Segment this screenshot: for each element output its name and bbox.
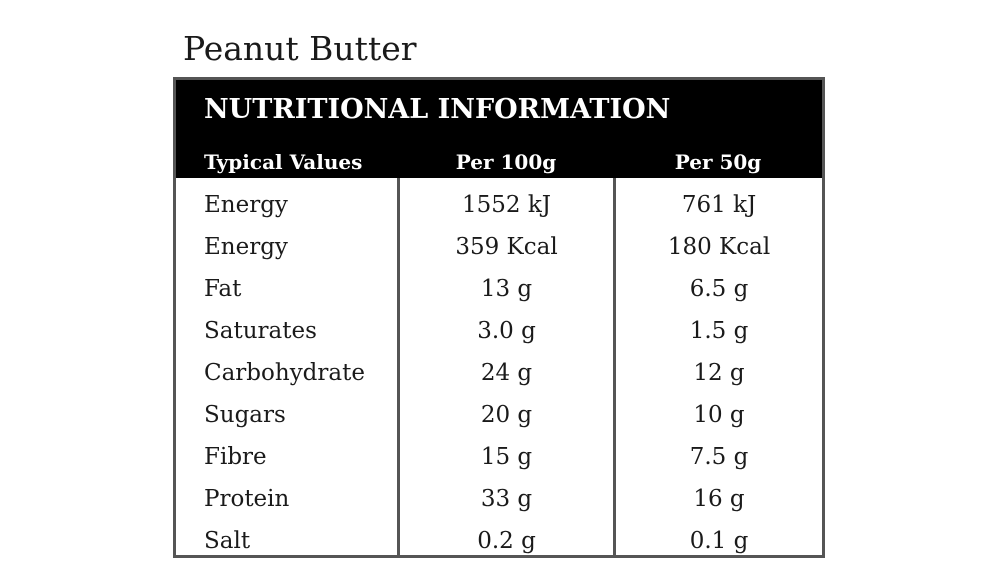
value-per-100g: 13 g: [480, 276, 533, 302]
nutrient-name: Energy: [204, 234, 288, 260]
column-divider: [397, 178, 400, 558]
column-header-per-50g: Per 50g: [674, 150, 762, 174]
table-row: Energy 359 Kcal 180 Kcal: [176, 226, 822, 268]
nutrient-name: Salt: [204, 528, 251, 554]
value-per-50g: 10 g: [693, 402, 745, 428]
table-row: Fibre 15 g 7.5 g: [176, 436, 822, 478]
value-per-100g: 20 g: [480, 402, 533, 428]
value-per-100g: 1552 kJ: [461, 192, 551, 218]
table-heading: NUTRITIONAL INFORMATION: [204, 94, 671, 125]
value-per-50g: 7.5 g: [689, 444, 749, 470]
value-per-100g: 33 g: [480, 486, 533, 512]
value-per-100g: 0.2 g: [477, 528, 536, 554]
nutrient-name: Fibre: [204, 444, 267, 470]
value-per-50g: 1.5 g: [689, 318, 749, 344]
table-row: Fat 13 g 6.5 g: [176, 268, 822, 310]
nutrient-name: Carbohydrate: [204, 360, 365, 386]
value-per-100g: 24 g: [480, 360, 533, 386]
table-row: Saturates 3.0 g 1.5 g: [176, 310, 822, 352]
table-row: Carbohydrate 24 g 12 g: [176, 352, 822, 394]
nutrient-name: Sugars: [204, 402, 286, 428]
column-header-per-100g: Per 100g: [455, 150, 557, 174]
table-header: NUTRITIONAL INFORMATION Typical Values P…: [176, 80, 822, 178]
value-per-50g: 12 g: [693, 360, 745, 386]
table-row: Protein 33 g 16 g: [176, 478, 822, 520]
table-row: Salt 0.2 g 0.1 g: [176, 520, 822, 562]
value-per-100g: 3.0 g: [477, 318, 536, 344]
nutrient-name: Fat: [204, 276, 242, 302]
table-body: Energy 1552 kJ 761 kJ Energy 359 Kcal 18…: [176, 184, 822, 562]
nutrition-table: NUTRITIONAL INFORMATION Typical Values P…: [173, 77, 825, 558]
value-per-50g: 0.1 g: [689, 528, 749, 554]
nutrient-name: Saturates: [204, 318, 317, 344]
table-row: Energy 1552 kJ 761 kJ: [176, 184, 822, 226]
value-per-50g: 761 kJ: [681, 192, 757, 218]
value-per-50g: 180 Kcal: [667, 234, 771, 260]
table-row: Sugars 20 g 10 g: [176, 394, 822, 436]
nutrient-name: Protein: [204, 486, 290, 512]
product-title: Peanut Butter: [183, 29, 417, 68]
nutrient-name: Energy: [204, 192, 288, 218]
value-per-50g: 16 g: [693, 486, 745, 512]
value-per-100g: 15 g: [480, 444, 533, 470]
column-divider: [613, 178, 616, 558]
value-per-50g: 6.5 g: [689, 276, 749, 302]
value-per-100g: 359 Kcal: [455, 234, 558, 260]
column-header-typical-values: Typical Values: [204, 150, 363, 174]
